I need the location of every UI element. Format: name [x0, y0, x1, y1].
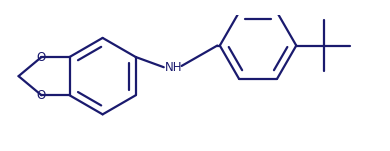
Text: O: O [37, 89, 46, 102]
Text: NH: NH [165, 61, 183, 74]
Text: O: O [37, 51, 46, 64]
